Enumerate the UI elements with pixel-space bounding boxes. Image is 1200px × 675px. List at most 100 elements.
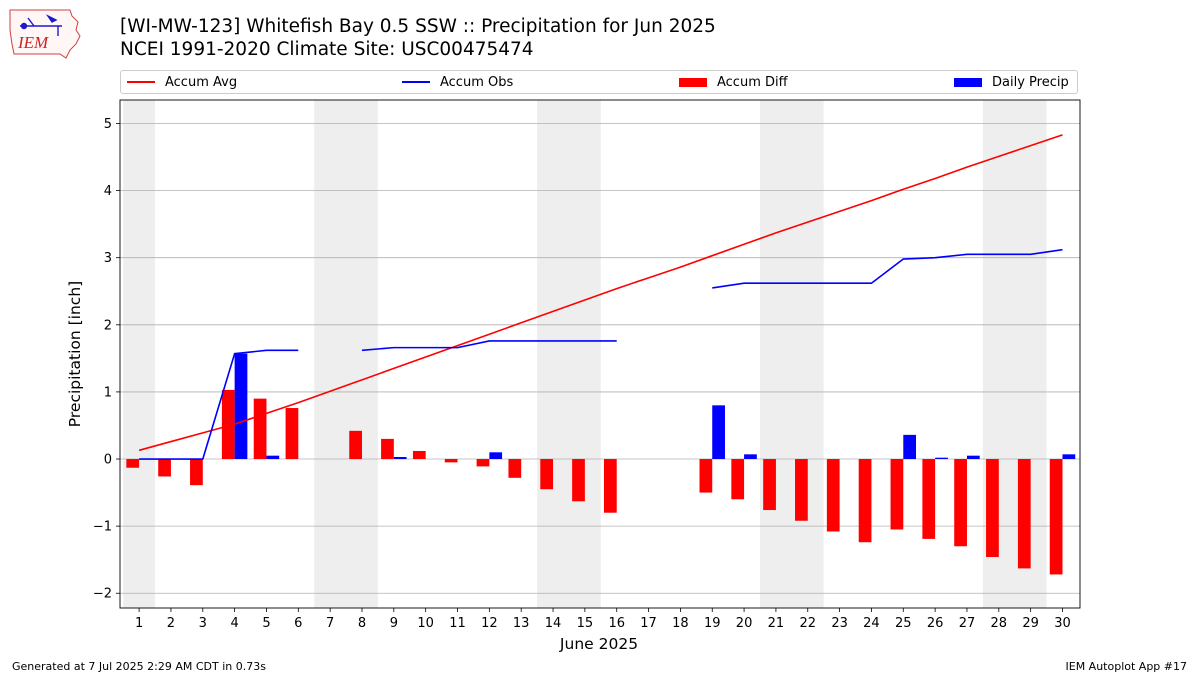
accum-avg-line xyxy=(138,134,1063,452)
legend-swatch-accum-avg xyxy=(127,81,155,83)
weekend-shade xyxy=(537,100,601,608)
accum-diff-bar xyxy=(1017,459,1031,569)
y-tick-label: 3 xyxy=(104,251,112,266)
chart-title: [WI-MW-123] Whitefish Bay 0.5 SSW :: Pre… xyxy=(120,16,716,37)
x-tick-label: 5 xyxy=(262,616,270,631)
chart-legend: Accum Avg Accum Obs Accum Diff Daily Pre… xyxy=(120,70,1078,94)
x-tick-label: 22 xyxy=(799,616,816,631)
accum-obs-line xyxy=(712,248,1063,289)
accum-diff-bar xyxy=(763,459,776,511)
accum-diff-bar xyxy=(1049,459,1063,575)
accum-diff-bar xyxy=(826,459,840,532)
accum-diff-bar xyxy=(572,459,585,502)
accum-diff-bar xyxy=(858,459,872,543)
x-tick-label: 23 xyxy=(831,616,848,631)
daily-precip-bar xyxy=(935,457,948,460)
daily-precip-bar xyxy=(393,457,407,460)
accum-diff-bar xyxy=(890,459,904,530)
accum-diff-bar xyxy=(444,459,458,463)
accum-diff-bar xyxy=(476,459,490,467)
accum-diff-bar xyxy=(349,430,362,460)
x-tick-label: 1 xyxy=(135,616,143,631)
x-tick-label: 17 xyxy=(640,616,657,631)
accum-diff-bar xyxy=(221,389,235,460)
x-tick-label: 7 xyxy=(326,616,334,631)
x-tick-label: 2 xyxy=(167,616,175,631)
iem-logo: IEM xyxy=(9,9,81,59)
x-tick-label: 13 xyxy=(513,616,530,631)
x-tick-label: 4 xyxy=(230,616,238,631)
legend-label-accum-diff: Accum Diff xyxy=(717,74,788,90)
legend-swatch-accum-obs xyxy=(402,81,430,83)
accum-obs-line xyxy=(139,349,299,460)
x-tick-label: 8 xyxy=(358,616,366,631)
accum-diff-bar xyxy=(190,459,203,486)
legend-label-accum-obs: Accum Obs xyxy=(440,74,514,90)
accum-diff-bar xyxy=(412,450,426,460)
legend-item-daily-precip: Daily Precip xyxy=(954,71,1069,93)
accum-diff-bar xyxy=(922,459,936,539)
accum-diff-bar xyxy=(954,459,967,547)
plot-frame xyxy=(119,99,1081,609)
accum-diff-bar xyxy=(986,459,999,557)
x-tick-label: 14 xyxy=(545,616,562,631)
y-tick-label: 2 xyxy=(104,318,112,333)
x-tick-label: 11 xyxy=(449,616,466,631)
footer-app-text: IEM Autoplot App #17 xyxy=(1065,660,1188,673)
accum-obs-line xyxy=(361,340,617,352)
legend-swatch-daily-precip xyxy=(954,77,982,87)
daily-precip-bar xyxy=(234,353,248,460)
y-tick-label: 0 xyxy=(104,453,112,468)
daily-precip-bar xyxy=(266,455,280,460)
x-tick-label: 9 xyxy=(390,616,398,631)
x-tick-label: 27 xyxy=(959,616,976,631)
chart-subtitle: NCEI 1991-2020 Climate Site: USC00475474 xyxy=(120,39,534,60)
legend-label-daily-precip: Daily Precip xyxy=(992,74,1069,90)
accum-diff-bar xyxy=(508,459,522,478)
accum-diff-bar xyxy=(731,459,745,500)
y-tick-label: 5 xyxy=(104,117,112,132)
accum-diff-bar xyxy=(603,459,617,513)
daily-precip-bar xyxy=(1062,454,1076,460)
weekend-shade xyxy=(314,100,378,608)
x-tick-label: 21 xyxy=(768,616,785,631)
daily-precip-bar xyxy=(712,405,725,460)
y-tick-label: 1 xyxy=(104,385,112,400)
iowa-state-outline-icon xyxy=(9,9,81,59)
y-tick-label: −1 xyxy=(93,520,112,535)
accum-diff-bar xyxy=(285,408,299,460)
legend-item-accum-diff: Accum Diff xyxy=(679,71,788,93)
y-axis-label: Precipitation [inch] xyxy=(66,281,84,427)
x-tick-label: 12 xyxy=(481,616,498,631)
x-axis-label: June 2025 xyxy=(559,635,638,653)
y-tick-label: 4 xyxy=(104,184,112,199)
accum-diff-bar xyxy=(381,438,394,460)
legend-item-accum-obs: Accum Obs xyxy=(402,71,513,93)
daily-precip-bar xyxy=(489,452,503,460)
x-tick-label: 19 xyxy=(704,616,721,631)
legend-swatch-accum-diff xyxy=(679,77,707,87)
footer-generated-text: Generated at 7 Jul 2025 2:29 AM CDT in 0… xyxy=(12,660,266,673)
x-tick-label: 29 xyxy=(1022,616,1039,631)
weekend-shade xyxy=(123,100,156,608)
accum-diff-bar xyxy=(158,459,171,477)
legend-item-accum-avg: Accum Avg xyxy=(127,71,237,93)
x-tick-label: 20 xyxy=(736,616,753,631)
daily-precip-bar xyxy=(744,454,757,460)
weather-station-icon xyxy=(20,14,62,36)
x-tick-label: 24 xyxy=(863,616,880,631)
weekend-shade xyxy=(760,100,824,608)
x-tick-label: 18 xyxy=(672,616,689,631)
x-tick-label: 26 xyxy=(927,616,944,631)
x-tick-label: 30 xyxy=(1054,616,1071,631)
daily-precip-bar xyxy=(966,455,980,460)
logo-text: IEM xyxy=(17,33,49,52)
accum-diff-bar xyxy=(795,459,808,521)
accum-diff-bar xyxy=(540,459,554,490)
x-tick-label: 10 xyxy=(417,616,434,631)
x-tick-label: 25 xyxy=(895,616,912,631)
accum-diff-bar xyxy=(126,459,140,468)
x-tick-label: 6 xyxy=(294,616,302,631)
x-tick-label: 15 xyxy=(577,616,594,631)
